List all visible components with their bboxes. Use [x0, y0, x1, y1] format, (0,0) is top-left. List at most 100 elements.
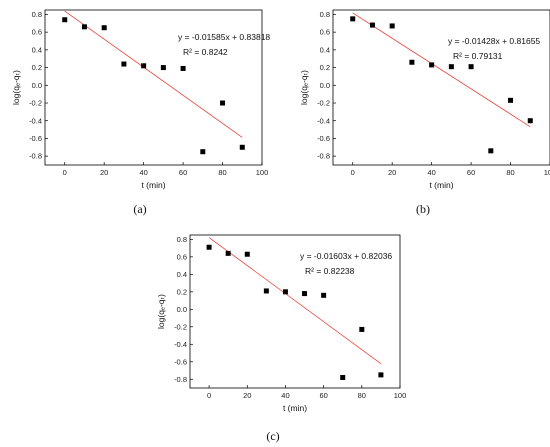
y-tick-label: 0.6	[32, 28, 42, 37]
y-tick-label: -0.6	[29, 134, 42, 143]
y-tick-label: 0.0	[177, 305, 187, 314]
y-tick-label: -0.6	[317, 134, 330, 143]
y-tick-label: 0.8	[320, 10, 330, 19]
data-point	[200, 149, 206, 155]
data-point	[369, 22, 375, 28]
panel-label: (b)	[416, 202, 430, 216]
data-point	[429, 62, 435, 68]
plot-frame	[44, 9, 263, 166]
data-point	[160, 65, 166, 71]
data-point	[225, 250, 231, 256]
y-tick-label: 0.0	[32, 81, 42, 90]
plot-frame	[189, 234, 401, 389]
y-tick-label: -0.4	[29, 116, 42, 125]
y-tick-label: -0.2	[317, 99, 330, 108]
data-point	[359, 326, 365, 332]
x-tick-label: 80	[218, 168, 226, 177]
x-tick-label: 100	[394, 391, 407, 400]
r-squared: R² = 0.82238	[305, 266, 355, 276]
x-tick-label: 60	[319, 391, 327, 400]
y-axis-label: log(qₑ-qₜ)	[299, 70, 309, 105]
x-tick-label: 100	[544, 168, 550, 177]
data-point	[409, 59, 415, 65]
data-point	[468, 64, 474, 70]
x-tick-label: 40	[427, 168, 435, 177]
y-tick-label: 0.8	[177, 235, 187, 244]
x-tick-label: 40	[139, 168, 147, 177]
x-tick-label: 20	[388, 168, 396, 177]
x-tick-label: 20	[100, 168, 108, 177]
data-point	[101, 25, 107, 31]
x-tick-label: 20	[243, 391, 251, 400]
data-point	[141, 63, 147, 69]
data-point	[121, 61, 127, 67]
data-point	[81, 24, 87, 30]
fit-equation: y = -0.01603x + 0.82036	[300, 251, 392, 261]
panel-c: 0 20 40 60 80 100 0.8 0.6 0.4 0.2 0.0 -0.2 -0.4 -0.6 -…	[156, 234, 407, 443]
y-tick-label: 0.8	[32, 10, 42, 19]
x-tick-label: 60	[179, 168, 187, 177]
data-point	[239, 144, 245, 150]
x-tick-label: 60	[467, 168, 475, 177]
y-tick-label: -0.8	[29, 152, 42, 161]
y-tick-label: -0.8	[317, 152, 330, 161]
plot-frame	[332, 9, 550, 166]
x-tick-label: 0	[351, 168, 355, 177]
fit-equation: y = -0.01585x + 0.83818	[178, 32, 270, 42]
x-tick-label: 40	[281, 391, 289, 400]
y-tick-label: 0.2	[320, 63, 330, 72]
y-tick-label: 0.4	[320, 45, 330, 54]
fit-line	[64, 10, 243, 138]
y-axis-label: log(qₑ-qₜ)	[156, 294, 166, 329]
y-tick-label: 0.6	[177, 252, 187, 261]
data-point	[340, 375, 346, 381]
fit-line	[352, 12, 531, 128]
data-point	[220, 100, 226, 106]
panel-a: 0 20 40 60 80 100 0.8 0.6 0.4 0.2 0.0 -0.2 -0.4 -0.6 -…	[11, 9, 270, 216]
panel-label: (a)	[133, 202, 146, 216]
data-point	[488, 148, 494, 154]
x-tick-label: 80	[506, 168, 514, 177]
y-tick-label: 0.0	[320, 81, 330, 90]
data-point	[206, 244, 212, 250]
y-tick-label: -0.4	[317, 116, 330, 125]
y-tick-label: 0.6	[320, 28, 330, 37]
y-tick-label: -0.8	[174, 375, 187, 384]
y-tick-label: 0.2	[32, 63, 42, 72]
y-tick-label: -0.2	[174, 322, 187, 331]
x-tick-label: 100	[256, 168, 269, 177]
data-point	[282, 289, 288, 295]
r-squared: R² = 0.79131	[453, 51, 503, 61]
data-point	[448, 64, 454, 70]
x-axis-label: t (min)	[283, 403, 307, 413]
y-tick-label: -0.6	[174, 357, 187, 366]
fit-line	[208, 237, 382, 365]
data-point	[62, 17, 68, 23]
data-point	[389, 23, 395, 29]
panel-b: 0 20 40 60 80 100 0.8 0.6 0.4 0.2 0.0 -0.2 -0.4 -0.6 -…	[299, 9, 550, 216]
fit-equation: y = -0.01428x + 0.81655	[448, 36, 540, 46]
y-tick-label: -0.4	[174, 340, 187, 349]
data-point	[321, 292, 327, 298]
data-point	[508, 97, 514, 103]
data-point	[263, 288, 269, 294]
data-point	[302, 291, 308, 297]
y-tick-label: -0.2	[29, 99, 42, 108]
data-point	[378, 372, 384, 378]
y-tick-label: 0.4	[177, 270, 187, 279]
x-tick-label: 80	[358, 391, 366, 400]
x-axis-label: t (min)	[429, 180, 453, 190]
data-point	[527, 118, 533, 124]
y-axis-label: log(qₑ-qₜ)	[11, 70, 21, 105]
y-tick-label: 0.2	[177, 287, 187, 296]
data-point	[244, 251, 250, 257]
y-tick-label: 0.4	[32, 45, 42, 54]
data-point	[350, 16, 356, 22]
x-axis-label: t (min)	[141, 180, 165, 190]
r-squared: R² = 0.8242	[183, 47, 228, 57]
x-tick-label: 0	[63, 168, 67, 177]
data-point	[180, 65, 186, 71]
panel-label: (c)	[266, 429, 279, 443]
x-tick-label: 0	[207, 391, 211, 400]
